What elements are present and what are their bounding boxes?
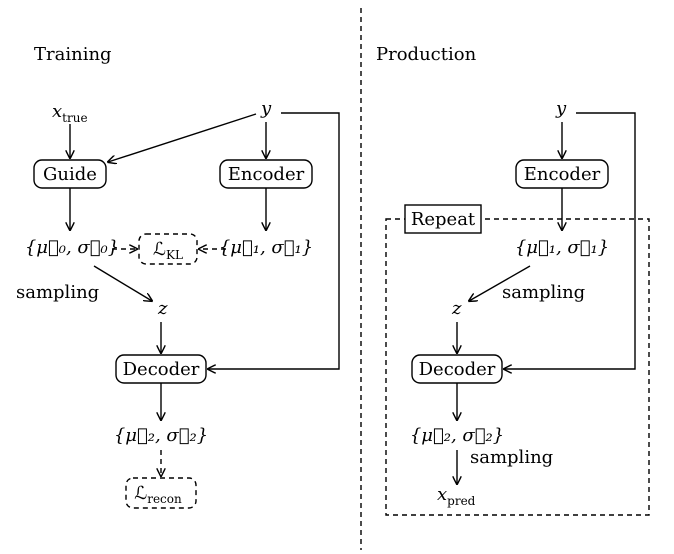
training-params1-node: {μ⃗₁, σ⃗₁} xyxy=(219,237,313,258)
arrow-params0-z xyxy=(93,265,152,301)
training-title: Training xyxy=(34,44,112,65)
production-sampling-label-2: sampling xyxy=(470,447,553,468)
training-decoder-label: Decoder xyxy=(123,359,200,380)
production-params2-node: {μ⃗₂, σ⃗₂} xyxy=(410,425,504,446)
training-z-node: z xyxy=(157,298,168,319)
training-encoder-label: Encoder xyxy=(228,164,305,185)
x-pred-node: xpred xyxy=(437,484,476,508)
production-decoder-node: Decoder xyxy=(411,354,503,384)
repeat-label: Repeat xyxy=(411,209,476,230)
production-encoder-node: Encoder xyxy=(515,159,609,189)
params0-node: {μ⃗₀, σ⃗₀} xyxy=(25,237,119,258)
production-y-node: y xyxy=(555,98,567,119)
training-decoder-node: Decoder xyxy=(115,354,207,384)
arrow-y-guide xyxy=(108,113,257,162)
guide-label: Guide xyxy=(43,164,97,185)
repeat-label-box: Repeat xyxy=(404,204,482,234)
training-params2-node: {μ⃗₂, σ⃗₂} xyxy=(114,425,208,446)
production-title: Production xyxy=(376,44,477,65)
guide-node: Guide xyxy=(33,159,107,189)
production-z-node: z xyxy=(451,298,462,319)
loss-kl-node: ℒKL xyxy=(138,233,198,265)
loss-kl-label: ℒKL xyxy=(153,239,183,262)
arrow-y-decoder xyxy=(208,112,340,369)
training-sampling-label: sampling xyxy=(16,282,99,303)
training-encoder-node: Encoder xyxy=(219,159,313,189)
production-decoder-label: Decoder xyxy=(419,359,496,380)
arrow-prod-params1-z xyxy=(469,265,531,301)
loss-recon-label: ℒrecon xyxy=(134,483,182,506)
production-params1-node: {μ⃗₁, σ⃗₁} xyxy=(515,237,609,258)
production-sampling-label-1: sampling xyxy=(502,282,585,303)
production-encoder-label: Encoder xyxy=(524,164,601,185)
training-y-node: y xyxy=(260,98,272,119)
loss-recon-node: ℒrecon xyxy=(125,477,197,509)
arrow-prod-y-decoder xyxy=(504,112,636,369)
x-true-node: xtrue xyxy=(52,101,88,125)
